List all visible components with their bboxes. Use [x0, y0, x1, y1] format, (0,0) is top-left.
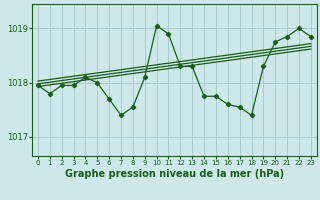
X-axis label: Graphe pression niveau de la mer (hPa): Graphe pression niveau de la mer (hPa): [65, 169, 284, 179]
